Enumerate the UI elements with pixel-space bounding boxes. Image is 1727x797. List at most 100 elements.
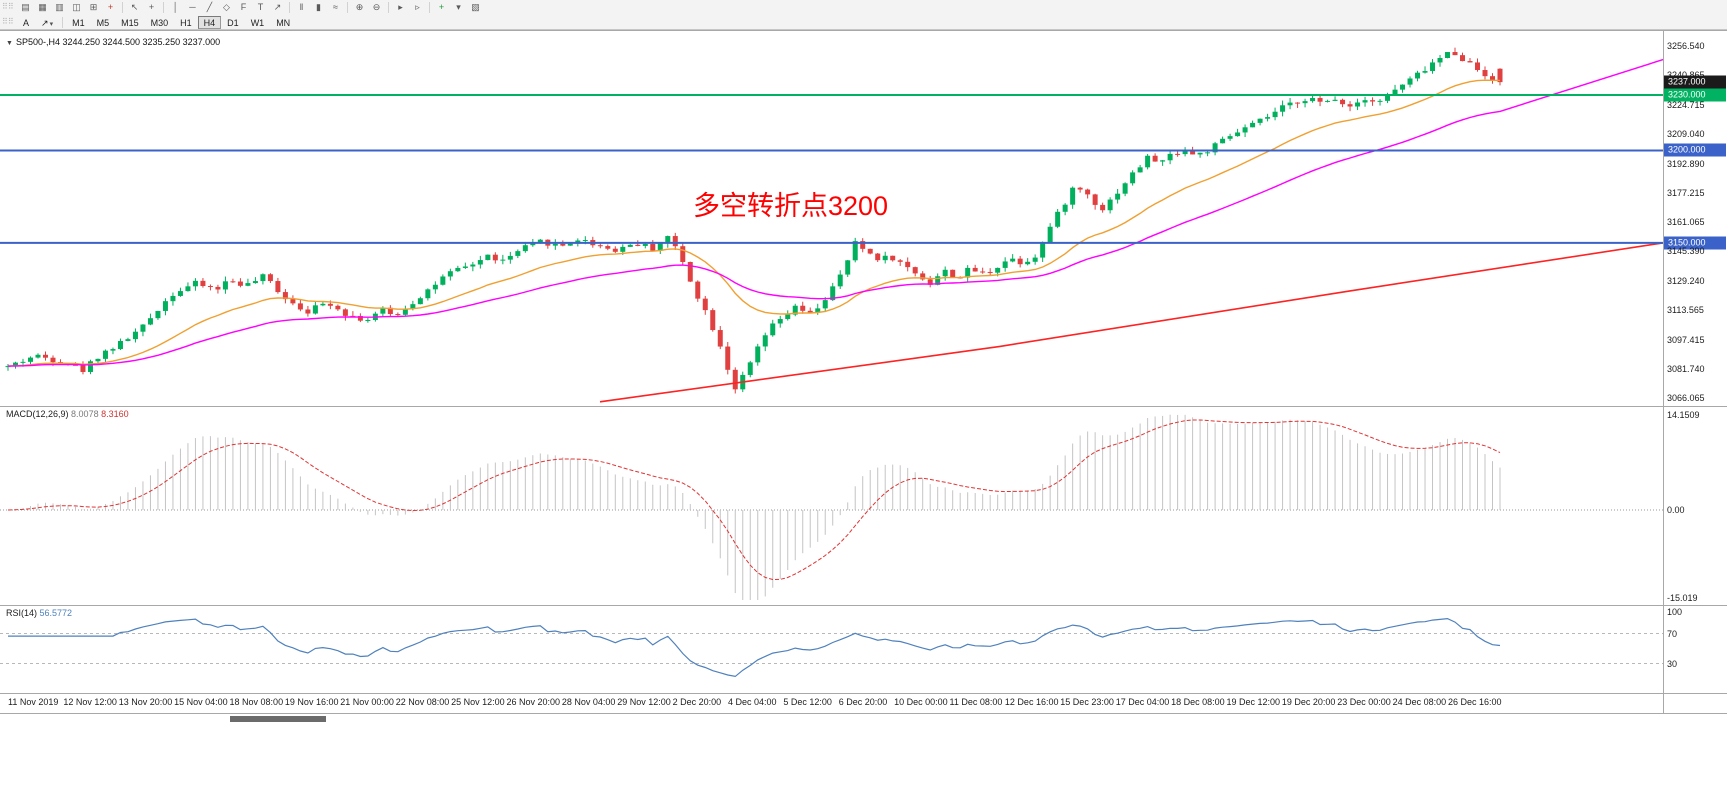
toolbar-grip[interactable]: ⠿⠿	[2, 17, 14, 26]
timeframe-button-d1[interactable]: D1	[221, 16, 245, 29]
time-axis-label: 12 Dec 16:00	[1004, 697, 1059, 707]
price-tag-3150[interactable]: 3150.000	[1664, 236, 1726, 250]
price-axis-label: 3097.415	[1667, 335, 1705, 346]
zoom-out-icon[interactable]: ⊖	[372, 2, 381, 12]
zoom-in-icon[interactable]: ⊕	[355, 2, 364, 12]
time-axis-label: 25 Nov 12:00	[451, 697, 505, 707]
timeframe-button-m5[interactable]: M5	[91, 16, 116, 29]
crosshair-tool-icon[interactable]: +	[148, 2, 155, 12]
rsi-axis-label: 100	[1667, 607, 1683, 617]
time-axis-label: 18 Nov 08:00	[229, 697, 284, 707]
templates-icon[interactable]: ▧	[471, 2, 480, 12]
macd-value-1: 8.0078	[71, 409, 99, 419]
chart-annotation-text[interactable]: 多空转折点3200	[693, 191, 889, 221]
toolbar-grip[interactable]: ⠿⠿	[2, 2, 14, 11]
medium-ma-line	[7, 58, 1664, 367]
time-axis-label: 19 Dec 12:00	[1226, 697, 1280, 707]
symbol-dropdown-icon[interactable]: ▼	[6, 40, 13, 47]
toolbar-separator	[388, 2, 389, 13]
candlestick-chart-icon[interactable]: ▮	[316, 2, 321, 12]
time-axis-label: 28 Nov 04:00	[561, 697, 616, 707]
indicators-icon[interactable]: +	[438, 2, 445, 12]
timeframe-button-m1[interactable]: M1	[66, 16, 91, 29]
auto-scroll-icon[interactable]: ▸	[398, 2, 403, 12]
price-axis-label: 3145.390	[1667, 246, 1705, 257]
timeframe-button-h1[interactable]: H1	[174, 16, 198, 29]
toolbar-row-icons: ⠿⠿ ▤ ▦ ▥ ◫ ⊞ + ↖ + │ ─ ╱ ◇ F T ↗ ‖ ▮ ≈ ⊕ ⊖ ▸ ▹ + ▾ ▧	[0, 0, 1727, 15]
arrows-icon[interactable]: ↗	[273, 2, 282, 12]
time-axis-label: 22 Nov 08:00	[395, 697, 450, 707]
rsi-name: RSI(14)	[6, 608, 38, 618]
price-axis-label: 3129.240	[1667, 276, 1705, 287]
terminal-icon[interactable]: ⊞	[89, 2, 98, 12]
text-label-icon[interactable]: T	[257, 2, 264, 12]
current-price-tag: 3237.000	[1664, 75, 1726, 89]
trendline-icon[interactable]: ╱	[206, 2, 213, 12]
macd-value-2: 8.3160	[101, 409, 129, 419]
macd-axis-label: 14.1509	[1667, 410, 1700, 420]
fast-ma-line	[7, 79, 1501, 367]
new-order-icon[interactable]: +	[107, 2, 114, 12]
toolbar-separator	[347, 2, 348, 13]
vertical-line-icon[interactable]: │	[172, 2, 179, 12]
cursor-tool-icon[interactable]: ↖	[130, 2, 139, 12]
price-axis-label: 3192.890	[1667, 158, 1705, 169]
rsi-axis-label: 30	[1667, 658, 1678, 669]
price-axis-label: 3240.865	[1667, 69, 1705, 80]
price-axis-label: 3081.740	[1667, 364, 1705, 375]
toolbar-separator	[289, 2, 290, 13]
chart-shift-icon[interactable]: ▹	[415, 2, 420, 12]
macd-histogram	[14, 414, 1501, 600]
new-chart-icon[interactable]: ▤	[21, 2, 30, 12]
time-axis-label: 18 Dec 08:00	[1171, 697, 1225, 707]
navigator-icon[interactable]: ◫	[72, 2, 81, 12]
timeframe-button-h4[interactable]: H4	[197, 16, 222, 29]
market-watch-icon[interactable]: ▥	[55, 2, 64, 12]
shapes-tool-button[interactable]: ↗▾	[35, 16, 59, 29]
rsi-label: RSI(14) 56.5772	[6, 608, 72, 618]
time-axis-label: 19 Dec 20:00	[1281, 697, 1336, 707]
timeframe-button-m15[interactable]: M15	[115, 16, 145, 29]
toolbar-row-timeframes: ⠿⠿ A ↗▾ M1 M5 M15 M30 H1 H4 D1 W1 MN	[0, 15, 1727, 30]
time-axis-label: 15 Dec 23:00	[1060, 697, 1114, 707]
time-axis-label: 5 Dec 12:00	[783, 697, 832, 707]
text-tool-button[interactable]: A	[17, 16, 35, 29]
time-axis-label: 6 Dec 20:00	[838, 697, 888, 707]
time-axis-label: 21 Nov 00:00	[340, 697, 394, 707]
fibonacci-icon[interactable]: F	[240, 2, 247, 12]
periods-icon[interactable]: ▾	[456, 2, 461, 12]
shapes-tool-icon: ↗	[41, 18, 49, 28]
time-axis-label: 12 Nov 12:00	[63, 697, 117, 707]
time-axis-label: 4 Dec 04:00	[728, 697, 777, 707]
macd-signal-line	[7, 419, 1501, 581]
timeframe-button-m30[interactable]: M30	[145, 16, 175, 29]
price-axis-label: 3224.715	[1667, 99, 1705, 110]
toolbar-separator	[122, 2, 123, 13]
horizontal-scrollbar-thumb[interactable]	[230, 716, 326, 722]
price-axis-label: 3161.065	[1667, 217, 1705, 228]
bar-chart-icon[interactable]: ‖	[299, 2, 304, 12]
time-axis-label: 17 Dec 04:00	[1115, 697, 1170, 707]
price-axis-label: 3209.040	[1667, 128, 1705, 139]
horizontal-line-icon[interactable]: ─	[189, 2, 196, 12]
time-axis-label: 2 Dec 20:00	[672, 697, 722, 707]
toolbar-separator	[62, 17, 64, 28]
price-tag-3200[interactable]: 3200.000	[1664, 143, 1726, 157]
rsi-line	[8, 617, 1501, 678]
price-tag-3230[interactable]: 3230.000	[1664, 88, 1726, 102]
time-axis-label: 24 Dec 08:00	[1392, 697, 1447, 707]
time-axis-label: 10 Dec 00:00	[894, 697, 948, 707]
profiles-icon[interactable]: ▦	[38, 2, 47, 12]
timeframe-button-w1[interactable]: W1	[245, 16, 271, 29]
chevron-down-icon: ▾	[49, 21, 54, 28]
equidistant-channel-icon[interactable]: ◇	[223, 2, 230, 12]
timeframe-button-mn[interactable]: MN	[270, 16, 296, 29]
price-axis-label: 3177.215	[1667, 187, 1705, 198]
slow-ma-line	[599, 242, 1664, 403]
line-chart-icon[interactable]: ≈	[333, 2, 338, 12]
time-axis-label: 29 Nov 12:00	[617, 697, 671, 707]
symbol-ohlc-text: SP500-,H4 3244.250 3244.500 3235.250 323…	[15, 37, 221, 47]
macd-name: MACD(12,26,9)	[6, 409, 69, 419]
macd-axis-label: 0.00	[1667, 505, 1685, 515]
